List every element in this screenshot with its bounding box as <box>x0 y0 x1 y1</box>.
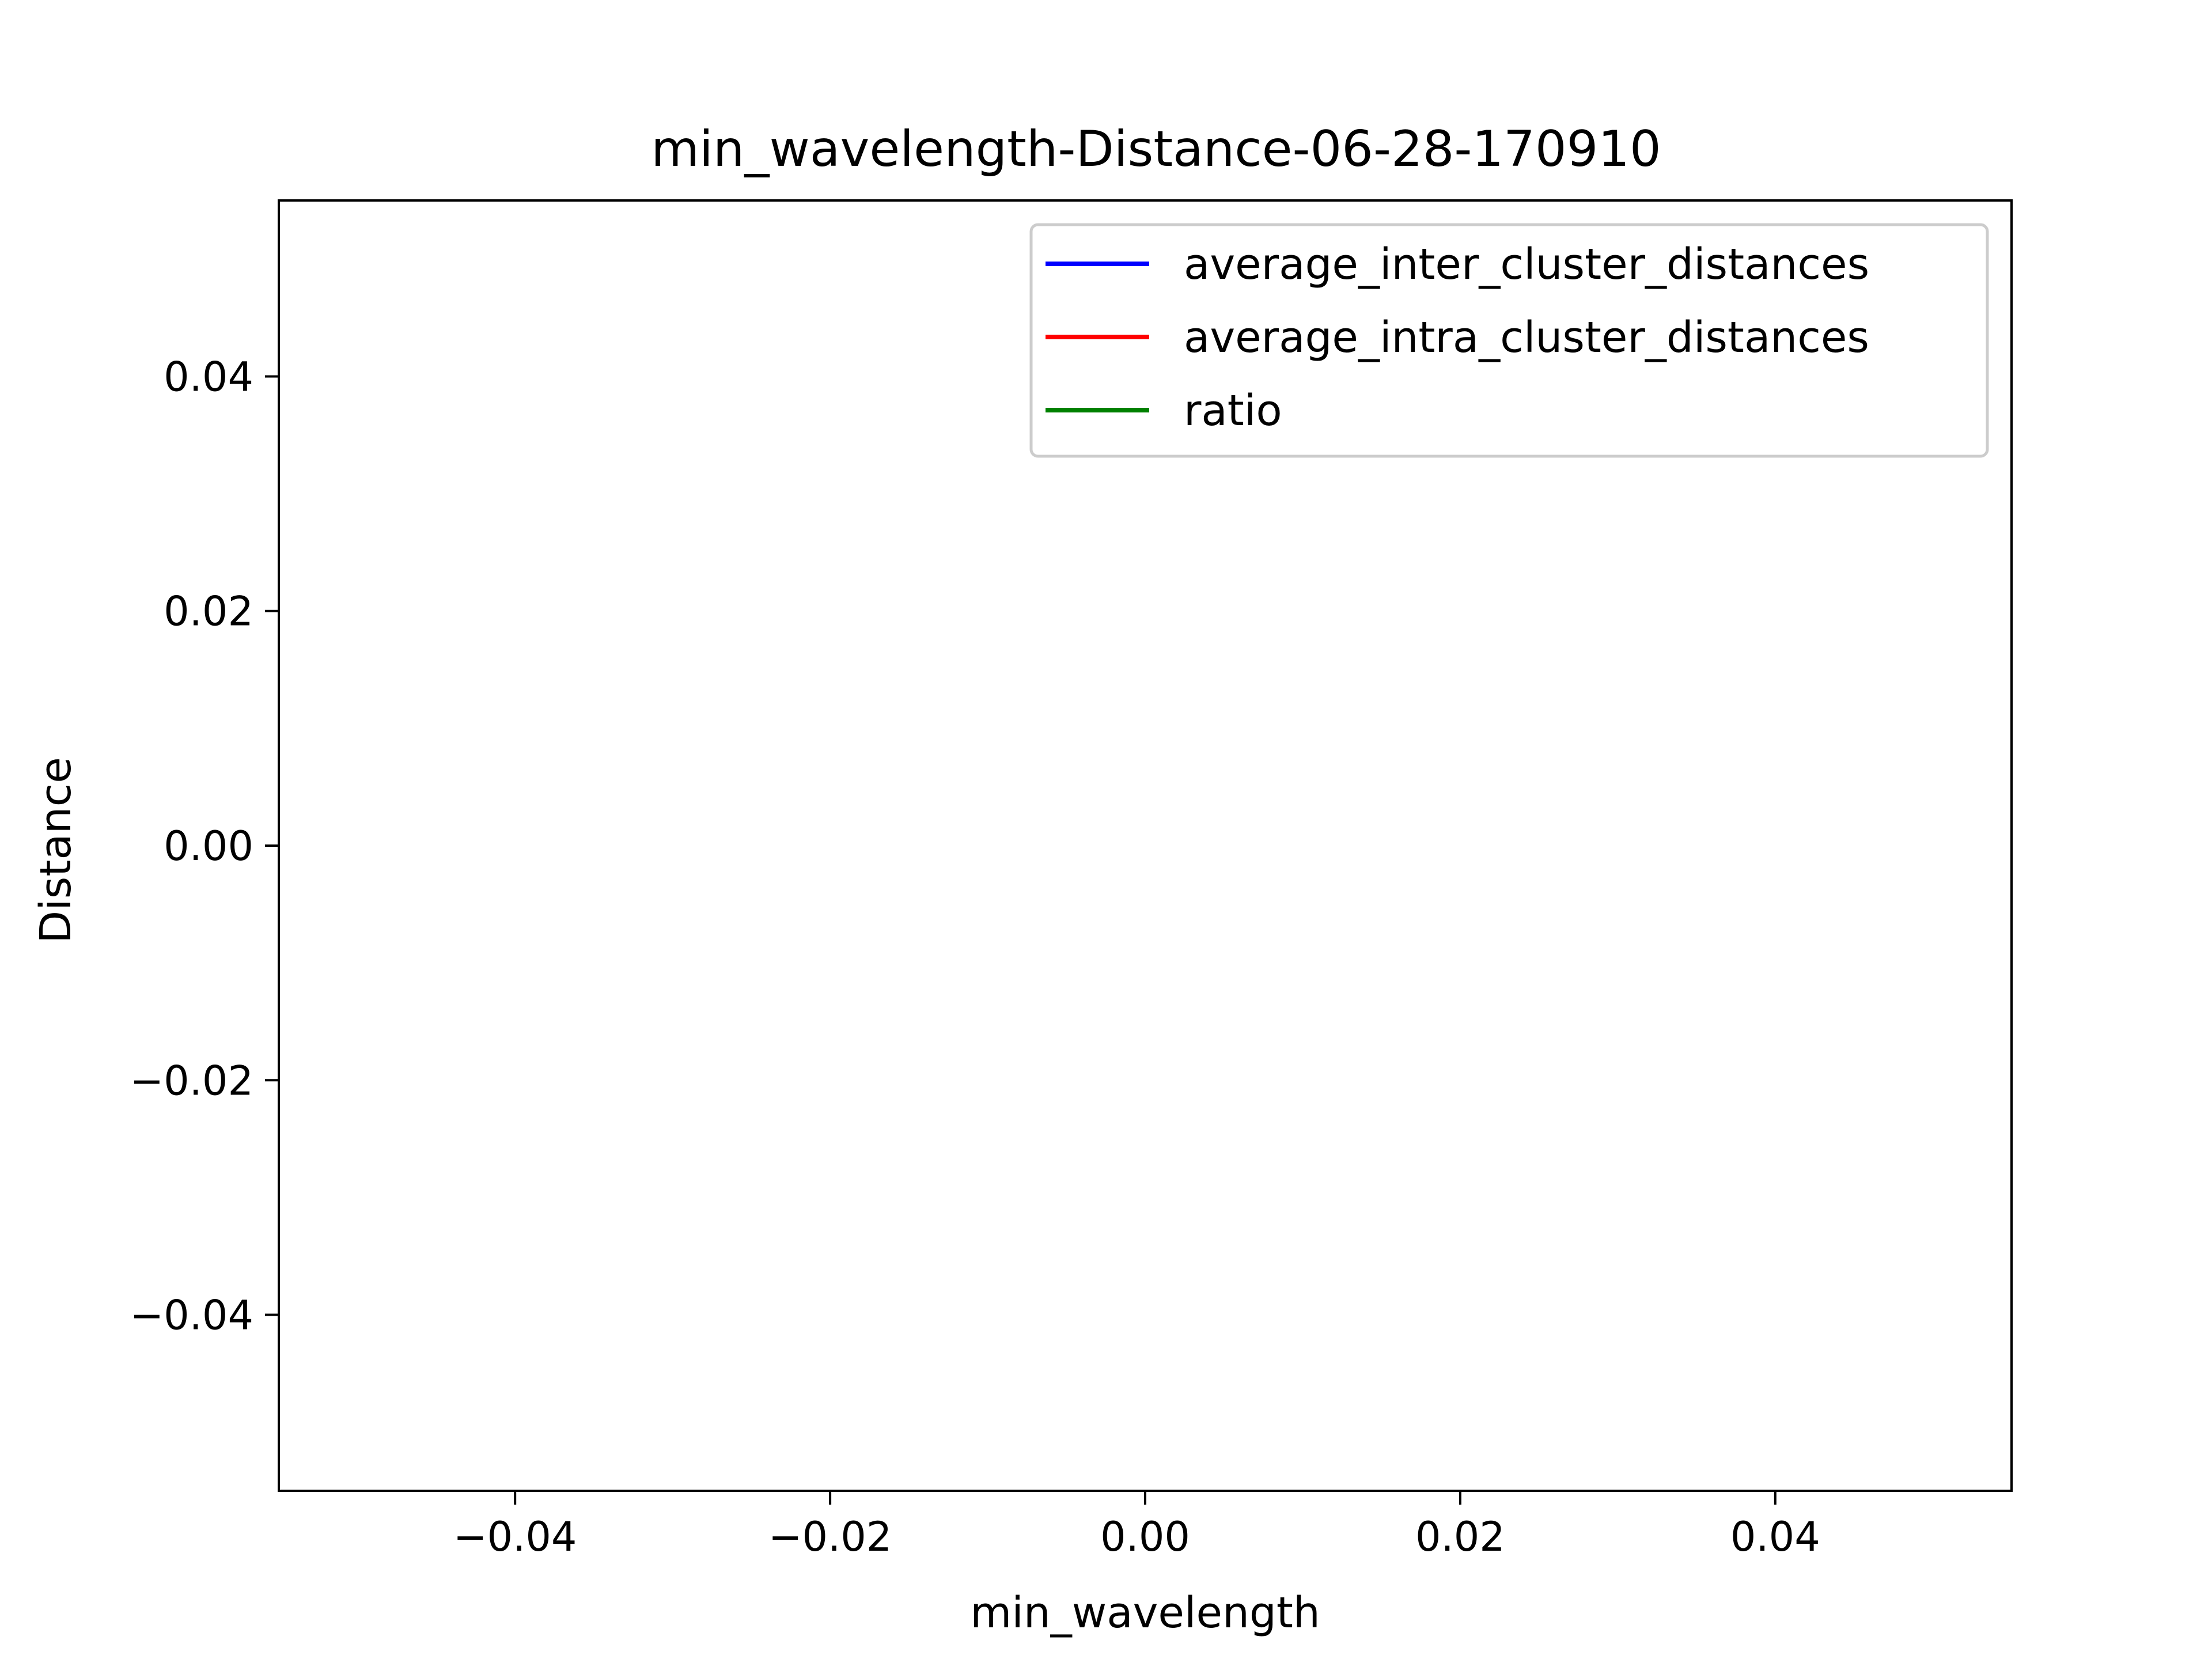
x-tick-label: −0.04 <box>453 1513 577 1560</box>
legend-label: average_inter_cluster_distances <box>1184 240 1869 289</box>
y-tick-label: 0.02 <box>164 588 253 635</box>
legend-label: ratio <box>1184 386 1282 435</box>
y-tick-label: 0.04 <box>164 353 253 400</box>
legend-box <box>1029 223 1989 458</box>
y-tick-label: −0.02 <box>130 1057 253 1104</box>
plot-frame <box>278 199 2013 1492</box>
y-axis-ticks: −0.04 −0.02 0.00 0.02 0.04 <box>130 353 279 1339</box>
legend: average_inter_cluster_distances average_i… <box>1029 223 1989 458</box>
y-tick-label: 0.00 <box>164 823 253 870</box>
x-axis-label: min_wavelength <box>970 1588 1320 1638</box>
x-tick-label: −0.02 <box>768 1513 892 1560</box>
y-axis-label: Distance <box>31 757 81 944</box>
chart-title: min_wavelength-Distance-06-28-170910 <box>651 120 1661 178</box>
legend-label: average_intra_cluster_distances <box>1184 313 1869 362</box>
y-tick-label: −0.04 <box>130 1292 253 1339</box>
x-tick-label: 0.00 <box>1100 1513 1190 1560</box>
x-axis-ticks: −0.04 −0.02 0.00 0.02 0.04 <box>453 1491 1820 1560</box>
x-tick-label: 0.02 <box>1415 1513 1505 1560</box>
x-tick-label: 0.04 <box>1730 1513 1820 1560</box>
